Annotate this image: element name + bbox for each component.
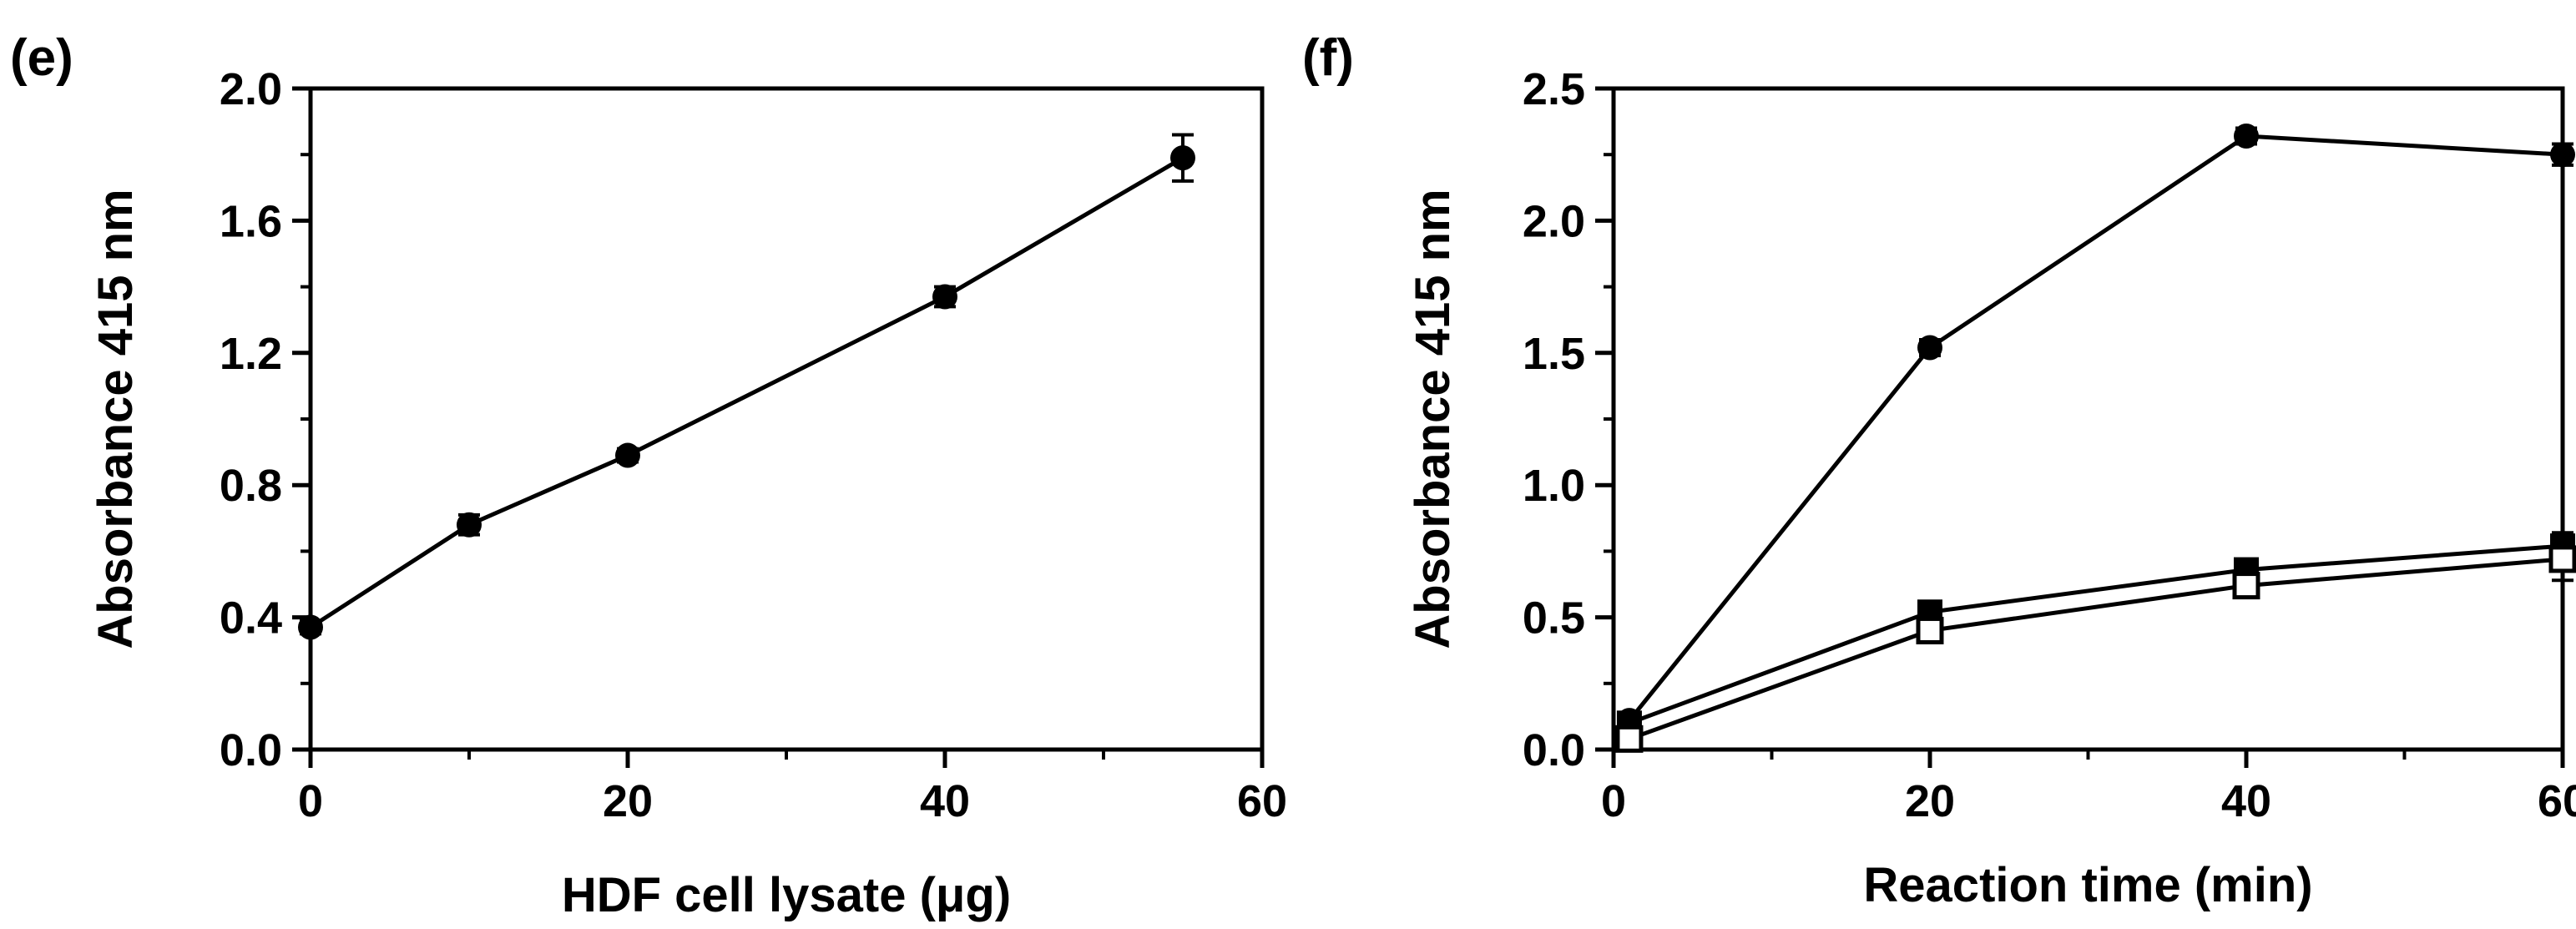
x-tick-label: 40 [920, 776, 970, 826]
data-point [298, 614, 323, 640]
panel-e: (e) 0 20 40 60 0.0 0.4 0.8 1.2 1.6 2.0 Absorbance 4… [10, 29, 1287, 922]
plot-frame [1611, 86, 2565, 752]
y-tick-label: 1.0 [1523, 461, 1585, 511]
x-tick-label: 20 [1905, 776, 1955, 826]
y-tick-label: 0.5 [1523, 593, 1585, 644]
y-tick-label: 0.4 [220, 593, 282, 644]
y-tick-label: 0.8 [220, 461, 282, 511]
x-tick-label: 60 [1237, 776, 1287, 826]
x-tick-label: 0 [1601, 776, 1626, 826]
y-tick-label: 1.5 [1523, 329, 1585, 379]
y-tick-label: 0.0 [220, 725, 282, 775]
y-tick-label: 2.5 [1523, 64, 1585, 114]
x-tick-label: 60 [2538, 776, 2576, 826]
series-line [1628, 134, 2563, 722]
series-line [1629, 557, 2563, 741]
panel-label: (f) [1302, 29, 1354, 87]
data-point [615, 442, 640, 468]
x-tick-label: 40 [2221, 776, 2271, 826]
x-axis-title: Reaction time (min) [1863, 858, 2312, 912]
series-line [309, 156, 1184, 629]
data-point [1170, 145, 1195, 171]
data-point [1916, 616, 1944, 644]
series-filled-square [1616, 531, 2575, 736]
series-lysate [298, 133, 1195, 640]
y-tick-label: 2.0 [1523, 196, 1585, 246]
data-point [2232, 572, 2260, 600]
data-point [2548, 545, 2576, 573]
series-open-square [1615, 536, 2576, 753]
panel-f: (f) 0 20 40 60 0.0 0.5 1.0 1.5 2.0 2.5 Absorbance 4… [1302, 29, 2576, 912]
data-point [1615, 725, 1644, 753]
series-line [1629, 543, 2563, 725]
y-tick-label: 1.2 [220, 329, 282, 379]
data-point [932, 284, 957, 310]
data-point [2234, 124, 2259, 149]
panel-label: (e) [10, 29, 73, 87]
series-filled-circle [1616, 124, 2575, 734]
plot-frame [308, 86, 1265, 752]
x-tick-label: 20 [603, 776, 653, 826]
data-point [457, 512, 482, 538]
x-tick-label: 0 [298, 776, 323, 826]
y-tick-label: 0.0 [1523, 725, 1585, 775]
y-axis-title: Absorbance 415 nm [1406, 189, 1460, 649]
x-axis-title: HDF cell lysate (μg) [562, 868, 1011, 922]
data-point [1917, 335, 1942, 361]
data-point [2550, 142, 2575, 168]
y-tick-label: 1.6 [220, 196, 282, 246]
y-tick-label: 2.0 [220, 64, 282, 114]
y-axis-title: Absorbance 415 nm [88, 189, 143, 649]
